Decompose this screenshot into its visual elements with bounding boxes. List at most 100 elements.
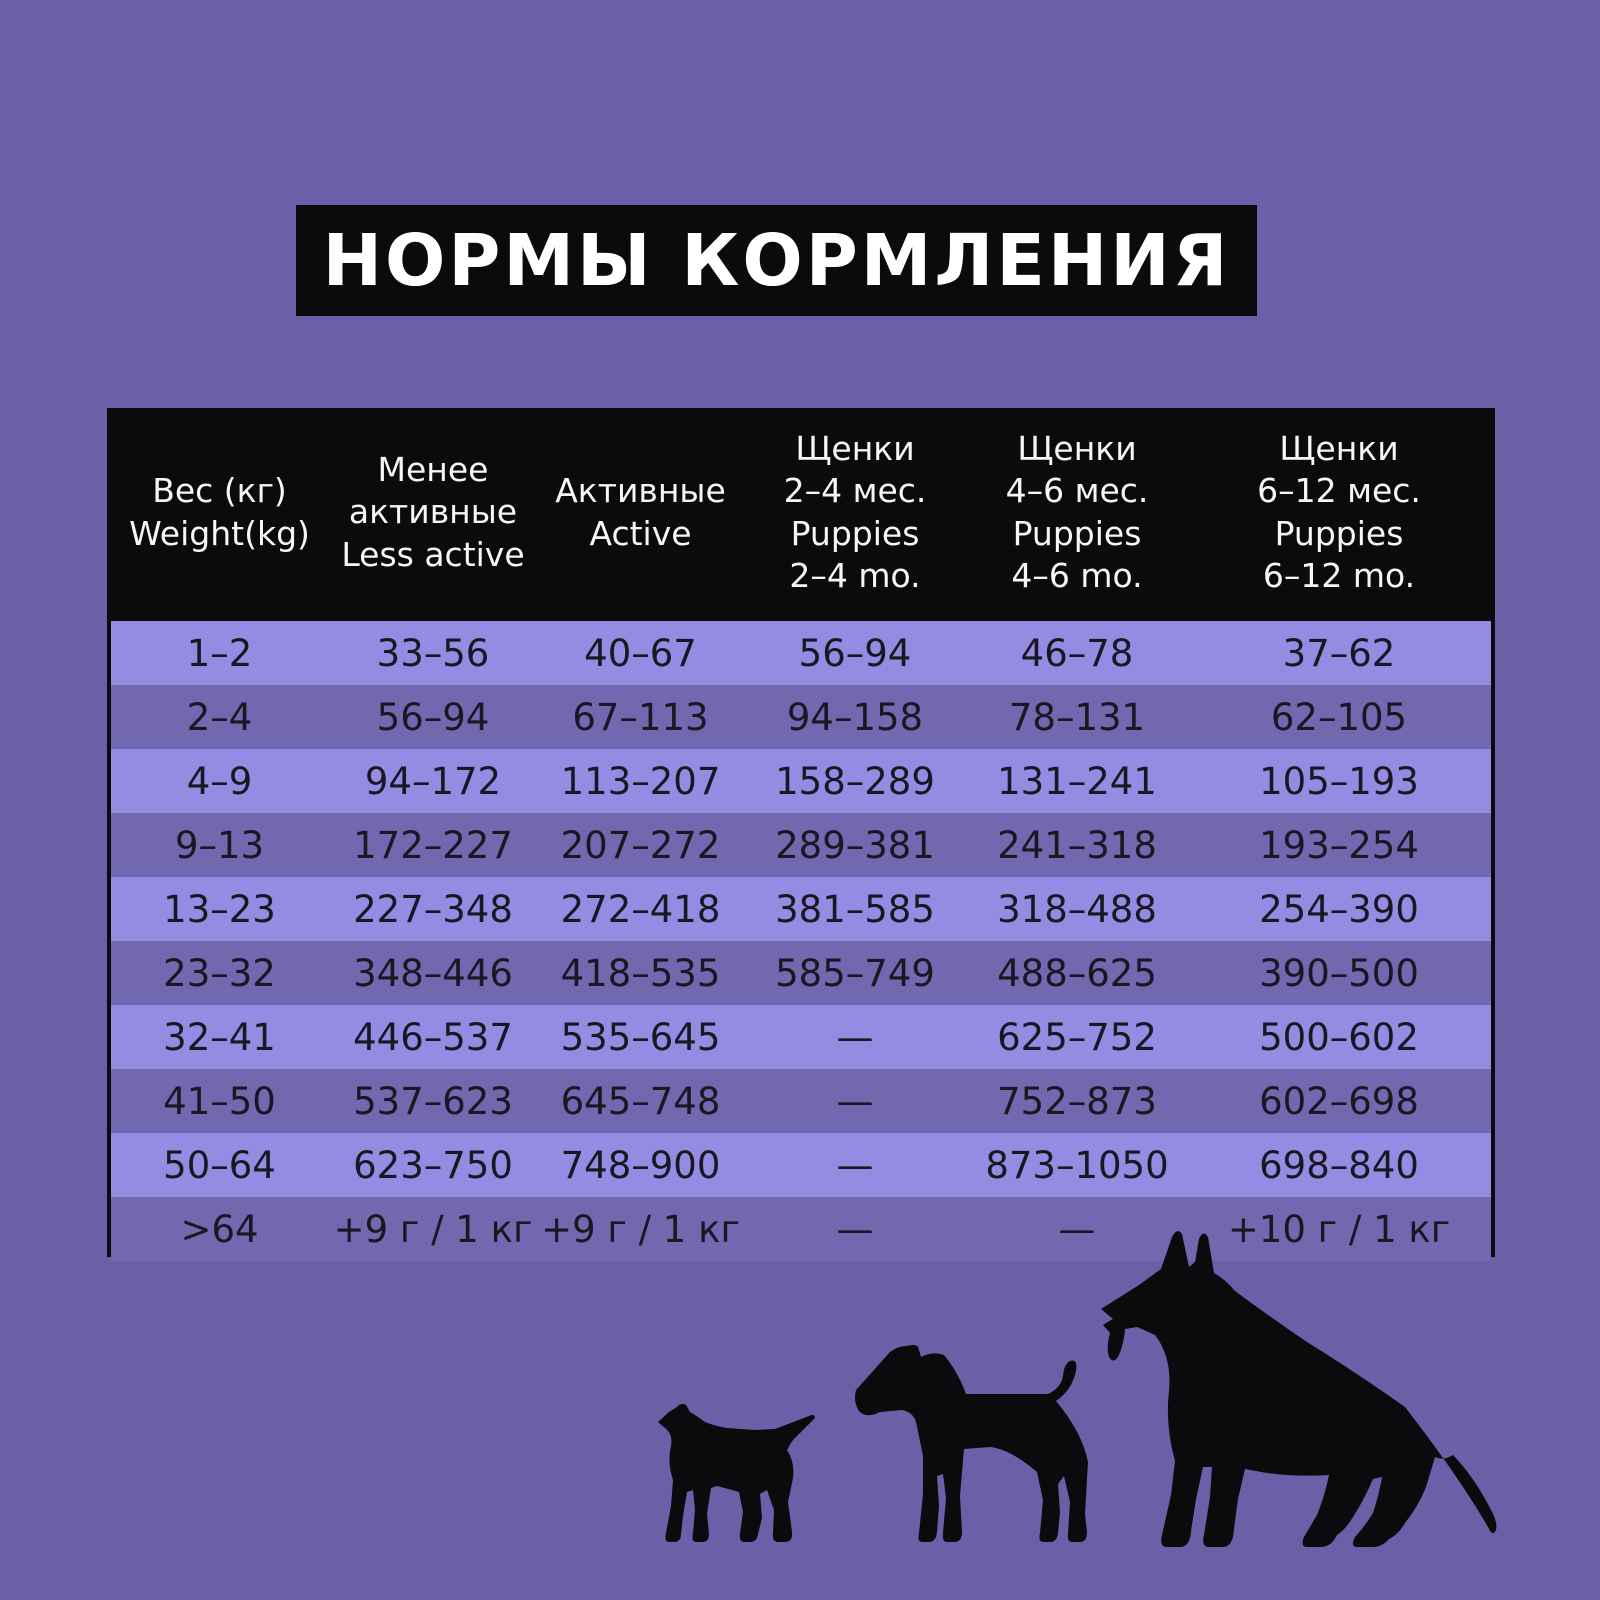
table-cell: 390–500 <box>1259 951 1419 995</box>
header-line: 6–12 mo. <box>1262 555 1416 595</box>
table-cell: 625–752 <box>997 1015 1157 1059</box>
table-cell: 9–13 <box>174 823 265 867</box>
table-cell: 62–105 <box>1270 695 1408 739</box>
table-cell: 645–748 <box>560 1079 721 1123</box>
table-cell: 105–193 <box>1259 759 1419 803</box>
table-cell: 1–2 <box>186 631 253 675</box>
table-cell: 254–390 <box>1259 887 1419 931</box>
table-cell: 131–241 <box>997 759 1157 803</box>
column-header-active: Активные Active <box>538 412 743 621</box>
table-cell: 446–537 <box>353 1015 513 1059</box>
column-header-puppies-4-6: Щенки 4–6 мес. Puppies 4–6 mo. <box>967 412 1187 621</box>
table-cell: 698–840 <box>1259 1143 1419 1187</box>
table-cell: 13–23 <box>163 887 276 931</box>
column-header-weight: Вес (кг) Weight(kg) <box>111 412 328 621</box>
table-cell: — <box>836 1015 874 1059</box>
table-cell: 40–67 <box>584 631 697 675</box>
header-line: Less active <box>341 534 525 574</box>
table-cell: 585–749 <box>775 951 935 995</box>
table-cell: 873–1050 <box>985 1143 1169 1187</box>
header-line: Вес (кг) <box>152 471 287 511</box>
table-cell: 418–535 <box>560 951 721 995</box>
table-body: 1–2 33–56 40–67 56–94 46–78 37–62 2–4 56–94 67–1… <box>111 621 1491 1261</box>
table-cell: 172–227 <box>353 823 513 867</box>
header-line: 4–6 mo. <box>1011 555 1143 595</box>
header-line: Щенки <box>1017 429 1137 469</box>
table-cell: — <box>1058 1207 1096 1251</box>
table-cell: 227–348 <box>353 887 513 931</box>
table-cell: >64 <box>180 1207 259 1251</box>
column-header-puppies-6-12: Щенки 6–12 мес. Puppies 6–12 mo. <box>1187 412 1491 621</box>
header-line: Puppies <box>1012 513 1142 553</box>
table-cell: 488–625 <box>997 951 1157 995</box>
table-cell: 56–94 <box>798 631 912 675</box>
table-cell: 67–113 <box>572 695 709 739</box>
column-header-puppies-2-4: Щенки 2–4 мес. Puppies 2–4 mo. <box>743 412 967 621</box>
table-cell: +10 г / 1 кг <box>1227 1207 1451 1251</box>
table-cell: 46–78 <box>1020 631 1134 675</box>
header-line: активные <box>348 492 518 532</box>
table-cell: 752–873 <box>997 1079 1157 1123</box>
table-cell: 500–602 <box>1259 1015 1419 1059</box>
table-cell: +9 г / 1 кг <box>541 1207 740 1251</box>
table-cell: 41–50 <box>163 1079 276 1123</box>
table-cell: 602–698 <box>1259 1079 1419 1123</box>
table-row: 41–50 537–623 645–748 — 752–873 602–698 <box>111 1069 1491 1133</box>
header-line: 2–4 mo. <box>789 555 921 595</box>
table-cell: 113–207 <box>560 759 721 803</box>
table-row: 2–4 56–94 67–113 94–158 78–131 62–105 <box>111 685 1491 749</box>
table-cell: 535–645 <box>560 1015 721 1059</box>
table-header-row: Вес (кг) Weight(kg) Менее активные Less act… <box>111 412 1491 621</box>
table-cell: 348–446 <box>353 951 513 995</box>
table-cell: — <box>836 1143 874 1187</box>
table-cell: 623–750 <box>353 1143 513 1187</box>
table-cell: 207–272 <box>560 823 721 867</box>
header-line: Weight(kg) <box>129 513 310 553</box>
medium-dog-icon <box>855 1344 1088 1542</box>
table-cell: 78–131 <box>1008 695 1146 739</box>
table-cell: 32–41 <box>163 1015 276 1059</box>
table-cell: 50–64 <box>163 1143 276 1187</box>
table-cell: — <box>836 1207 874 1251</box>
table-cell: 56–94 <box>376 695 490 739</box>
small-dog-icon <box>658 1403 815 1542</box>
table-row: 9–13 172–227 207–272 289–381 241–318 193–254 <box>111 813 1491 877</box>
table-cell: 2–4 <box>186 695 253 739</box>
table-cell: — <box>836 1079 874 1123</box>
column-header-less-active: Менее активные Less active <box>328 412 538 621</box>
table-row: 32–41 446–537 535–645 — 625–752 500–602 <box>111 1005 1491 1069</box>
header-line: Щенки <box>795 429 915 469</box>
table-row: >64 +9 г / 1 кг +9 г / 1 кг — — +10 г / 1 кг <box>111 1197 1491 1261</box>
table-cell: 193–254 <box>1259 823 1419 867</box>
table-cell: 4–9 <box>186 759 253 803</box>
header-line: Puppies <box>790 513 920 553</box>
table-cell: 272–418 <box>560 887 721 931</box>
header-line: Puppies <box>1274 513 1404 553</box>
table-cell: 537–623 <box>353 1079 513 1123</box>
header-line: 4–6 мес. <box>1005 471 1149 511</box>
table-cell: 23–32 <box>163 951 276 995</box>
table-cell: 37–62 <box>1282 631 1396 675</box>
table-cell: 318–488 <box>997 887 1157 931</box>
large-dog-icon <box>1101 1231 1497 1547</box>
header-line: Активные <box>555 471 726 511</box>
table-cell: +9 г / 1 кг <box>333 1207 533 1251</box>
page-title: НОРМЫ КОРМЛЕНИЯ <box>322 219 1231 302</box>
table-row: 23–32 348–446 418–535 585–749 488–625 390–500 <box>111 941 1491 1005</box>
table-cell: 158–289 <box>775 759 935 803</box>
table-cell: 94–158 <box>786 695 924 739</box>
table-cell: 748–900 <box>560 1143 721 1187</box>
table-row: 1–2 33–56 40–67 56–94 46–78 37–62 <box>111 621 1491 685</box>
table-cell: 289–381 <box>775 823 935 867</box>
table-row: 13–23 227–348 272–418 381–585 318–488 254–390 <box>111 877 1491 941</box>
table-cell: 381–585 <box>775 887 935 931</box>
table-header: Вес (кг) Weight(kg) Менее активные Less act… <box>111 412 1491 621</box>
table-cell: 241–318 <box>997 823 1157 867</box>
feeding-table: Вес (кг) Weight(kg) Менее активные Less act… <box>107 408 1495 1261</box>
header-line: Менее <box>377 450 489 490</box>
feeding-table-grid: Вес (кг) Weight(kg) Менее активные Less act… <box>111 412 1491 1261</box>
header-line: Щенки <box>1279 429 1399 469</box>
table-row: 50–64 623–750 748–900 — 873–1050 698–840 <box>111 1133 1491 1197</box>
header-line: 6–12 мес. <box>1257 471 1421 511</box>
